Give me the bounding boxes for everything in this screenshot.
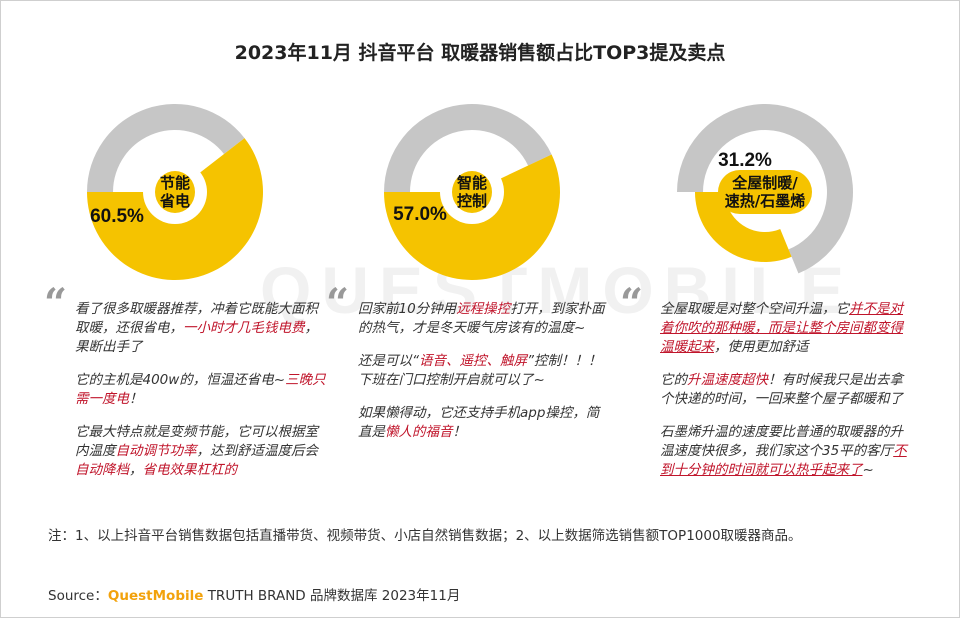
quote-text: 它最大特点就是变频节能，它可以根据室内温度 [75, 424, 318, 459]
donut-remainder-arc [87, 104, 245, 192]
quote-text: ，使用更加舒适 [714, 339, 809, 355]
footnote: 注：1、以上抖音平台销售数据包括直播带货、视频带货、小店自然销售数据；2、以上数… [48, 528, 802, 544]
donut-label-badge [155, 171, 195, 213]
highlight-text: 自动调节功率 [115, 443, 197, 459]
quote-text: ！有时候我只是出去拿个快递的时间，一回来整个屋子都暖和了 [660, 372, 903, 407]
donut-label-line: 全屋制暖/ [731, 174, 798, 192]
highlight-text: 自动降档 [75, 462, 129, 478]
donut-label-badge [452, 171, 492, 213]
quote-text: 它的 [660, 372, 687, 388]
quote-text: 它的主机是400w的，恒温还省电~ [75, 372, 286, 388]
highlight-text: 升温速度超快 [687, 372, 768, 388]
quote-mark-2: “ [326, 280, 350, 327]
quote-paragraph: 它的升温速度超快！有时候我只是出去拿个快递的时间，一回来整个屋子都暖和了 [660, 371, 912, 409]
highlight-text: 一小时才几毛钱电费 [183, 320, 305, 336]
highlight-text: 远程操控 [456, 301, 511, 317]
quote-paragraph: 石墨烯升温的速度要比普通的取暖器的升温速度快很多，我们家这个35平的客厅不到十分… [660, 423, 912, 480]
quote-paragraph: 全屋取暖是对整个空间升温，它并不是对着你吹的那种暖，而是让整个房间都变得温暖起来… [660, 300, 912, 357]
quote-paragraph: 如果懒得动，它还支持手机app操控，简直是懒人的福音！ [358, 404, 612, 442]
quote-text: ，果断出手了 [75, 320, 318, 355]
donut-label-badge [718, 170, 812, 214]
donut-value-label: 31.2% [718, 150, 772, 171]
quote-text: ！ [452, 424, 467, 440]
quote-text: 回家前10分钟用 [358, 301, 457, 317]
quote-column-3: 全屋取暖是对整个空间升温，它并不是对着你吹的那种暖，而是让整个房间都变得温暖起来… [660, 300, 912, 494]
chart-title: 2023年11月 抖音平台 取暖器销售额占比TOP3提及卖点 [234, 42, 726, 64]
quote-paragraph: 它最大特点就是变频节能，它可以根据室内温度自动调节功率，达到舒适温度后会自动降档… [75, 423, 329, 480]
source-prefix: Source： [48, 588, 108, 604]
quote-column-2: 回家前10分钟用远程操控打开，到家扑面的热气，才是冬天暖气房该有的温度~ 还是可以… [358, 300, 612, 456]
quote-text: ”控制！！！下班在门口控制开启就可以了~ [358, 353, 602, 388]
donut-label-line: 智能 [457, 174, 487, 192]
quote-text: ！ [129, 391, 143, 407]
watermark: QUESTMOBILE [260, 253, 855, 327]
donut-value-label: 57.0% [393, 204, 447, 225]
donut-3: 全屋制暖/速热/石墨烯 31.2% [677, 103, 853, 274]
quote-paragraph: 看了很多取暖器推荐，冲着它既能大面积取暖，还很省电，一小时才几毛钱电费，果断出手… [75, 300, 329, 357]
donut-label-line: 节能 [160, 174, 190, 192]
quote-paragraph: 它的主机是400w的，恒温还省电~三晚只需一度电！ [75, 371, 329, 409]
quote-paragraph: 回家前10分钟用远程操控打开，到家扑面的热气，才是冬天暖气房该有的温度~ [358, 300, 612, 338]
highlight-text: 不到十分钟的时间就可以热乎起来了 [660, 443, 907, 478]
source-line: Source：QuestMobile TRUTH BRAND 品牌数据库 202… [48, 584, 460, 604]
source-suffix: TRUTH BRAND 品牌数据库 2023年11月 [207, 588, 461, 604]
highlight-text: 并不是对着你吹的那种暖，而是让整个房间都变得温暖起来 [660, 301, 903, 355]
donut-label-line: 控制 [457, 192, 487, 210]
highlight-text: 语音、遥控、触屏 [419, 353, 527, 369]
quote-text: ~ [862, 462, 874, 478]
quote-text: 还是可以“ [358, 353, 419, 369]
donut-remainder-arc [677, 103, 853, 274]
quote-text: ，达到舒适温度后会 [196, 443, 319, 459]
quote-paragraph: 还是可以“语音、遥控、触屏”控制！！！下班在门口控制开启就可以了~ [358, 352, 612, 390]
highlight-text: 三晚只需一度电 [75, 372, 326, 407]
highlight-text: 省电效果杠杠的 [142, 462, 238, 478]
quote-text: 如果懒得动，它还支持手机app操控，简直是 [358, 405, 600, 440]
quote-text: 看了很多取暖器推荐，冲着它既能大面积取暖，还很省电， [75, 301, 318, 336]
quote-text: 全屋取暖是对整个空间升温，它 [660, 301, 849, 317]
quote-column-1: 看了很多取暖器推荐，冲着它既能大面积取暖，还很省电，一小时才几毛钱电费，果断出手… [75, 300, 329, 494]
donut-remainder-arc [384, 104, 552, 192]
quote-mark-3: “ [620, 280, 644, 327]
donut-label-line: 速热/石墨烯 [725, 192, 805, 210]
donut-value-label: 60.5% [90, 206, 144, 227]
quote-text: 打开，到家扑面的热气，才是冬天暖气房该有的温度~ [358, 301, 605, 336]
questmobile-logo-text: QuestMobile [107, 588, 204, 604]
quote-text: 石墨烯升温的速度要比普通的取暖器的升温速度快很多，我们家这个35平的客厅 [660, 424, 903, 459]
quote-text: ， [129, 462, 143, 478]
highlight-text: 懒人的福音 [385, 424, 453, 440]
donut-label-line: 省电 [159, 192, 190, 210]
quote-mark-1: “ [44, 280, 68, 327]
